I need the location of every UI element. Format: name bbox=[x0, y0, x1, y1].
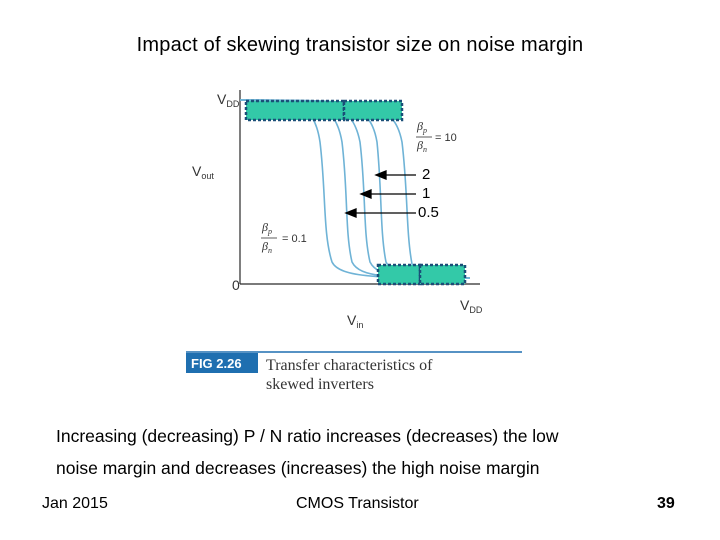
svg-text:βp: βp bbox=[261, 220, 272, 236]
caption-line-1: Transfer characteristics of bbox=[266, 357, 433, 374]
low-margin-box-outer bbox=[418, 263, 467, 286]
vin-label: Vin bbox=[347, 312, 363, 330]
slide-title: Impact of skewing transistor size on noi… bbox=[136, 34, 584, 56]
ratio-arrows bbox=[344, 170, 416, 218]
vdd-label: VDD bbox=[217, 91, 240, 109]
body-line-1: Increasing (decreasing) P / N ratio incr… bbox=[56, 426, 559, 446]
low-margin-box-inner bbox=[376, 263, 422, 286]
curve-ratio-1 bbox=[239, 99, 471, 279]
footer-course: CMOS Transistor bbox=[296, 495, 419, 512]
fig-tag-box bbox=[186, 353, 258, 373]
ratio-high-label: βp βn = 10 bbox=[416, 119, 457, 154]
svg-text:βp: βp bbox=[416, 119, 427, 135]
origin-label: 0 bbox=[232, 277, 240, 293]
svg-text:= 0.1: = 0.1 bbox=[282, 233, 307, 245]
xaxis-vdd-label: VDD bbox=[460, 297, 483, 315]
svg-text:βn: βn bbox=[416, 138, 427, 154]
fig-tag: FIG 2.26 bbox=[191, 356, 242, 371]
arrow-label-2: 2 bbox=[422, 166, 430, 183]
svg-text:βn: βn bbox=[261, 239, 272, 255]
arrow-label-0.5: 0.5 bbox=[418, 204, 439, 221]
body-line-2: noise margin and decreases (increases) t… bbox=[56, 458, 540, 478]
body-text: Increasing (decreasing) P / N ratio incr… bbox=[56, 420, 676, 484]
arrow-label-1: 1 bbox=[422, 185, 430, 202]
vout-label: Vout bbox=[192, 163, 214, 181]
transfer-curves bbox=[239, 99, 471, 279]
high-margin-box-outer bbox=[342, 99, 404, 122]
transfer-characteristic-figure: VDD Vout 0 VDD Vin βp βn = 10 βp βn = 0.… bbox=[186, 90, 522, 393]
footer-page-number: 39 bbox=[657, 495, 675, 512]
high-margin-box-inner bbox=[244, 99, 346, 122]
ratio-low-label: βp βn = 0.1 bbox=[261, 220, 307, 255]
footer-date: Jan 2015 bbox=[42, 495, 108, 512]
caption-line-2: skewed inverters bbox=[266, 376, 374, 393]
svg-text:= 10: = 10 bbox=[435, 132, 457, 144]
